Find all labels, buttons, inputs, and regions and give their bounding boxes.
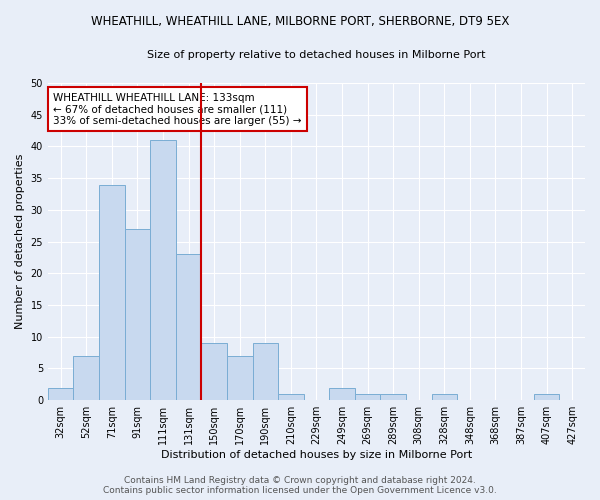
Text: WHEATHILL, WHEATHILL LANE, MILBORNE PORT, SHERBORNE, DT9 5EX: WHEATHILL, WHEATHILL LANE, MILBORNE PORT… [91,15,509,28]
Bar [150,140,176,400]
Bar [355,394,380,400]
Bar [534,394,559,400]
Bar [73,356,99,400]
Bar [99,184,125,400]
Title: Size of property relative to detached houses in Milborne Port: Size of property relative to detached ho… [147,50,486,60]
Bar [48,388,73,400]
Y-axis label: Number of detached properties: Number of detached properties [15,154,25,330]
Bar [253,343,278,400]
Text: WHEATHILL WHEATHILL LANE: 133sqm
← 67% of detached houses are smaller (111)
33% : WHEATHILL WHEATHILL LANE: 133sqm ← 67% o… [53,92,302,126]
Text: Contains HM Land Registry data © Crown copyright and database right 2024.
Contai: Contains HM Land Registry data © Crown c… [103,476,497,495]
Bar [176,254,202,400]
Bar [329,388,355,400]
Bar [227,356,253,400]
Bar [431,394,457,400]
Bar [202,343,227,400]
Bar [125,229,150,400]
X-axis label: Distribution of detached houses by size in Milborne Port: Distribution of detached houses by size … [161,450,472,460]
Bar [380,394,406,400]
Bar [278,394,304,400]
